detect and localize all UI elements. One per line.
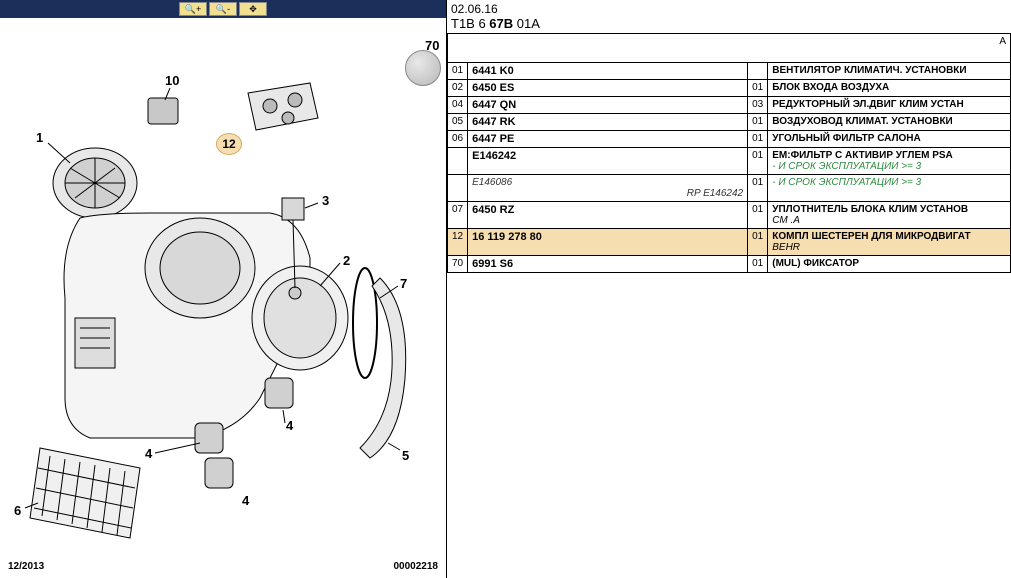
- parts-diagram-svg: [0, 18, 447, 548]
- cell-desc: ЕМ:ФИЛЬТР С АКТИВИР УГЛЕМ PSA- И СРОК ЭК…: [768, 147, 1011, 174]
- parts-table: A 016441 K0ВЕНТИЛЯТОР КЛИМАТИЧ. УСТАНОВК…: [447, 34, 1011, 273]
- cell-num: 04: [448, 96, 468, 113]
- callout-1[interactable]: 1: [36, 130, 43, 145]
- footer-date: 12/2013: [8, 561, 44, 572]
- cell-desc: (MUL) ФИКСАТОР: [768, 255, 1011, 272]
- cell-desc: ВОЗДУХОВОД КЛИМАТ. УСТАНОВКИ: [768, 113, 1011, 130]
- header-date: 02.06.16: [451, 2, 1007, 16]
- cell-ref: 6447 PE: [468, 130, 748, 147]
- zoom-in-button[interactable]: 🔍+: [179, 2, 207, 16]
- cell-num: 01: [448, 62, 468, 79]
- callout-7[interactable]: 7: [400, 276, 407, 291]
- header-letter: A: [448, 34, 1011, 62]
- cell-qty: 01: [748, 174, 768, 201]
- table-row[interactable]: 056447 RK01ВОЗДУХОВОД КЛИМАТ. УСТАНОВКИ: [448, 113, 1011, 130]
- cell-ref: E146086RP E146242: [468, 174, 748, 201]
- callout-6[interactable]: 6: [14, 503, 21, 518]
- callout-4a[interactable]: 4: [286, 418, 293, 433]
- parts-list-panel: 02.06.16 T1B 6 67B 01A A 016441 K0ВЕНТИЛ…: [447, 0, 1011, 578]
- cell-ref: 6991 S6: [468, 255, 748, 272]
- cell-num: 02: [448, 79, 468, 96]
- footer-docnum: 00002218: [394, 561, 439, 572]
- diagram-toolbar: 🔍+ 🔍- ✥: [0, 0, 446, 18]
- cell-desc: РЕДУКТОРНЫЙ ЭЛ.ДВИГ КЛИМ УСТАН: [768, 96, 1011, 113]
- diagram-panel: 🔍+ 🔍- ✥: [0, 0, 447, 578]
- cell-ref: E146242: [468, 147, 748, 174]
- callout-12-highlight[interactable]: 12: [216, 133, 242, 155]
- callout-4b[interactable]: 4: [242, 493, 249, 508]
- cell-num: 12: [448, 228, 468, 255]
- cell-qty: 01: [748, 113, 768, 130]
- cell-desc: - И СРОК ЭКСПЛУАТАЦИИ >= 3: [768, 174, 1011, 201]
- cell-qty: 01: [748, 130, 768, 147]
- table-row[interactable]: E14624201ЕМ:ФИЛЬТР С АКТИВИР УГЛЕМ PSA- …: [448, 147, 1011, 174]
- cell-ref: 6447 QN: [468, 96, 748, 113]
- callout-10[interactable]: 10: [165, 73, 179, 88]
- code-prefix: T1B 6: [451, 16, 489, 31]
- header-code: T1B 6 67B 01A: [451, 16, 1007, 31]
- callout-5[interactable]: 5: [402, 448, 409, 463]
- cell-num: 05: [448, 113, 468, 130]
- cell-desc: УГОЛЬНЫЙ ФИЛЬТР САЛОНА: [768, 130, 1011, 147]
- cell-qty: 01: [748, 79, 768, 96]
- cell-qty: [748, 62, 768, 79]
- cell-qty: 01: [748, 201, 768, 228]
- part-70-icon: [405, 50, 441, 86]
- table-row[interactable]: E146086RP E14624201- И СРОК ЭКСПЛУАТАЦИИ…: [448, 174, 1011, 201]
- cell-ref: 6441 K0: [468, 62, 748, 79]
- table-row[interactable]: 046447 QN03РЕДУКТОРНЫЙ ЭЛ.ДВИГ КЛИМ УСТА…: [448, 96, 1011, 113]
- spacer-row: A: [448, 34, 1011, 62]
- cell-qty: 01: [748, 228, 768, 255]
- zoom-out-button[interactable]: 🔍-: [209, 2, 237, 16]
- cell-ref: 6450 ES: [468, 79, 748, 96]
- cell-qty: 01: [748, 255, 768, 272]
- pan-button[interactable]: ✥: [239, 2, 267, 16]
- table-row[interactable]: 066447 PE01УГОЛЬНЫЙ ФИЛЬТР САЛОНА: [448, 130, 1011, 147]
- cell-qty: 01: [748, 147, 768, 174]
- cell-ref: 6450 RZ: [468, 201, 748, 228]
- table-row[interactable]: 076450 RZ01УПЛОТНИТЕЛЬ БЛОКА КЛИМ УСТАНО…: [448, 201, 1011, 228]
- code-suffix: 01A: [513, 16, 540, 31]
- table-row[interactable]: 026450 ES01БЛОК ВХОДА ВОЗДУХА: [448, 79, 1011, 96]
- table-row[interactable]: 1216 119 278 8001КОМПЛ ШЕСТЕРЕН ДЛЯ МИКР…: [448, 228, 1011, 255]
- cell-ref: 6447 RK: [468, 113, 748, 130]
- callout-3[interactable]: 3: [322, 193, 329, 208]
- code-bold: 67B: [489, 16, 513, 31]
- cell-desc: БЛОК ВХОДА ВОЗДУХА: [768, 79, 1011, 96]
- cell-qty: 03: [748, 96, 768, 113]
- header-area: 02.06.16 T1B 6 67B 01A: [447, 0, 1011, 34]
- cell-num: 06: [448, 130, 468, 147]
- cell-desc: УПЛОТНИТЕЛЬ БЛОКА КЛИМ УСТАНОВСМ .А: [768, 201, 1011, 228]
- cell-num: 70: [448, 255, 468, 272]
- callout-4c[interactable]: 4: [145, 446, 152, 461]
- cell-desc: КОМПЛ ШЕСТЕРЕН ДЛЯ МИКРОДВИГАТBEHR: [768, 228, 1011, 255]
- cell-num: [448, 147, 468, 174]
- diagram-area[interactable]: 1 10 12 3 2 7 5 4 4 4 6 70: [0, 18, 446, 548]
- cell-ref: 16 119 278 80: [468, 228, 748, 255]
- cell-num: [448, 174, 468, 201]
- cell-desc: ВЕНТИЛЯТОР КЛИМАТИЧ. УСТАНОВКИ: [768, 62, 1011, 79]
- table-row[interactable]: 016441 K0 ВЕНТИЛЯТОР КЛИМАТИЧ. УСТАНОВКИ: [448, 62, 1011, 79]
- callout-2[interactable]: 2: [343, 253, 350, 268]
- table-row[interactable]: 706991 S601(MUL) ФИКСАТОР: [448, 255, 1011, 272]
- cell-num: 07: [448, 201, 468, 228]
